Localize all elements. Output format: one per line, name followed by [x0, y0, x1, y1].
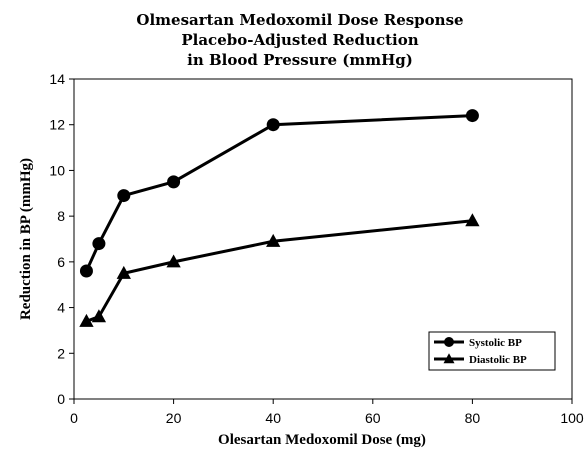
data-point-triangle: [79, 313, 94, 327]
data-point-triangle: [266, 233, 281, 247]
chart-title-line-1: Olmesartan Medoxomil Dose Response: [136, 11, 463, 29]
y-tick-label: 12: [49, 117, 65, 133]
data-point-triangle: [443, 353, 455, 364]
y-axis-ticks: 0 2 4 6 8 10 12 14: [49, 71, 74, 407]
data-point-circle: [79, 264, 93, 278]
x-axis-label: Olesartan Medoxomil Dose (mg): [218, 432, 426, 448]
y-tick-label: 4: [57, 300, 65, 316]
series-layer: [79, 109, 480, 327]
y-tick-label: 6: [57, 254, 65, 270]
data-point-triangle: [166, 254, 181, 268]
x-axis-ticks: 0 20 40 60 80 100: [70, 399, 584, 426]
legend: Systolic BP Diastolic BP: [428, 331, 556, 371]
legend-label: Diastolic BP: [469, 354, 527, 366]
y-axis-label: Reduction in BP (mmHg): [18, 158, 34, 320]
x-tick-label: 60: [365, 410, 381, 426]
chart-title: Olmesartan Medoxomil Dose Response Place…: [136, 11, 463, 69]
series-diastolic-bp: [79, 213, 480, 327]
plot-area: [73, 78, 573, 400]
chart-title-line-2: Placebo-Adjusted Reduction: [181, 31, 418, 49]
y-tick-label: 8: [57, 208, 65, 224]
data-point-circle: [266, 118, 280, 132]
data-point-circle: [92, 237, 106, 251]
y-tick-label: 14: [49, 71, 65, 87]
x-tick-label: 40: [265, 410, 281, 426]
data-point-triangle: [116, 265, 131, 279]
chart-title-line-3: in Blood Pressure (mmHg): [187, 51, 413, 69]
y-tick-label: 10: [49, 162, 65, 178]
data-point-triangle: [91, 309, 107, 323]
plot-frame: [73, 78, 573, 400]
y-tick-label: 2: [57, 345, 65, 361]
y-tick-label: 0: [57, 391, 65, 407]
x-tick-label: 100: [560, 410, 584, 426]
series-line: [85, 114, 473, 272]
legend-label: Systolic BP: [469, 337, 522, 349]
data-point-circle: [465, 109, 479, 123]
data-point-circle: [444, 337, 454, 347]
series-line: [85, 219, 473, 323]
data-point-circle: [117, 189, 131, 203]
data-point-triangle: [465, 213, 480, 227]
x-tick-label: 80: [465, 410, 481, 426]
data-point-circle: [167, 175, 181, 189]
series-systolic-bp: [79, 109, 479, 278]
x-tick-label: 0: [70, 410, 78, 426]
x-tick-label: 20: [166, 410, 182, 426]
